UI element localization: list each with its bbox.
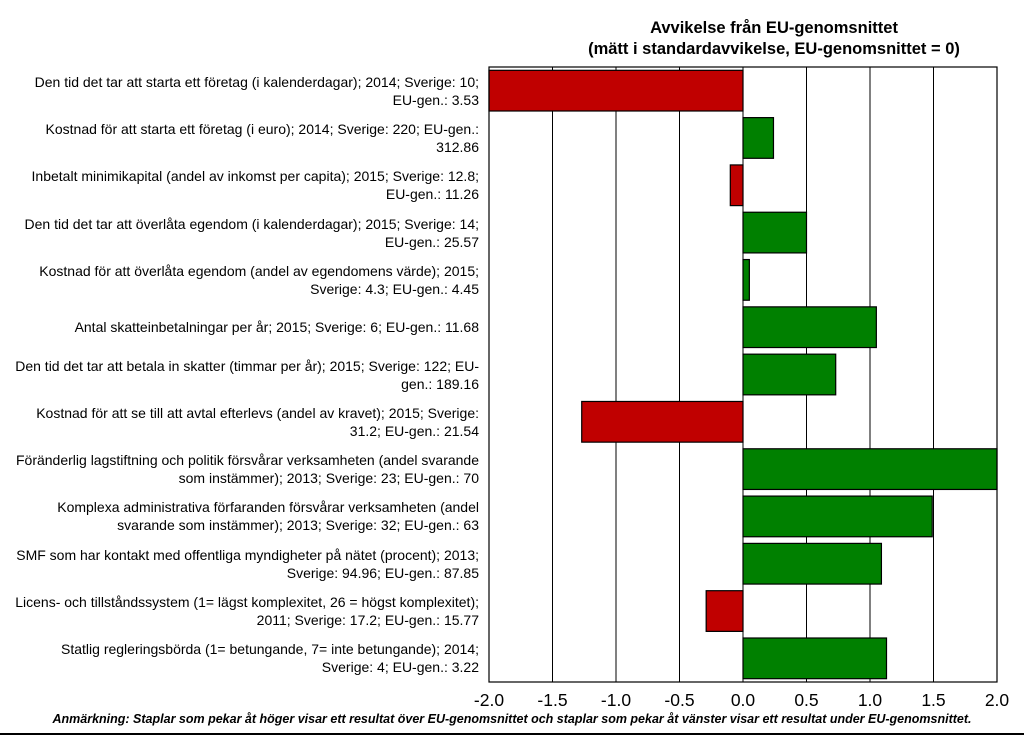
category-label-line: som instämmer); 2013; Sverige: 23; EU-ge…	[178, 470, 479, 487]
category-label-line: EU-gen.: 11.26	[385, 186, 479, 203]
bar	[742, 258, 750, 301]
category-label: Den tid det tar att betala in skatter (t…	[0, 357, 479, 393]
x-tick-label: -2.0	[474, 690, 504, 710]
x-tick-label: 2.0	[985, 690, 1010, 710]
x-tick-label: -1.0	[601, 690, 631, 710]
category-label: Föränderlig lagstiftning och politik för…	[0, 451, 479, 487]
bottom-divider	[0, 733, 1024, 735]
category-label: Den tid det tar att starta ett företag (…	[0, 73, 479, 109]
category-label-line: Kostnad för att se till att avtal efterl…	[36, 404, 479, 421]
x-tick-label: -0.5	[664, 690, 694, 710]
bar	[742, 211, 808, 254]
x-tick-label: -1.5	[537, 690, 567, 710]
x-tick-label: 0.0	[731, 690, 756, 710]
bar	[488, 69, 744, 112]
category-label-line: Sverige: 94.96; EU-gen.: 87.85	[286, 564, 479, 581]
category-label: Antal skatteinbetalningar per år; 2015; …	[0, 318, 479, 336]
category-label-line: Sverige: 4; EU-gen.: 3.22	[321, 659, 479, 676]
category-label: Den tid det tar att överlåta egendom (i …	[0, 215, 480, 251]
bar	[742, 117, 775, 159]
category-label-line: SMF som har kontakt med offentliga myndi…	[16, 546, 479, 563]
x-tick-label: 1.5	[921, 690, 945, 710]
category-label: Inbetalt minimikapital (andel av inkomst…	[0, 167, 479, 203]
category-label-line: 2011; Sverige: 17.2; EU-gen.: 15.77	[256, 612, 479, 629]
category-label-line: Statlig regleringsbörda (1= betungande, …	[61, 641, 479, 658]
category-label-line: EU-gen.: 25.57	[384, 233, 479, 250]
chart-note: Anmärkning: Staplar som pekar åt höger v…	[52, 712, 972, 726]
category-label: Komplexa administrativa förfaranden förs…	[0, 498, 479, 534]
bar	[742, 353, 837, 396]
bar	[581, 400, 744, 443]
bar	[742, 306, 877, 349]
category-label: Statlig regleringsbörda (1= betungande, …	[0, 640, 479, 676]
category-label-line: 31.2; EU-gen.: 21.54	[349, 422, 479, 439]
bar	[742, 448, 998, 491]
category-label-line: Kostnad för att överlåta egendom (andel …	[39, 262, 479, 279]
chart-title-line-2: (mätt i standardavvikelse, EU-genomsnitt…	[588, 40, 960, 58]
category-label-line: gen.: 189.16	[401, 375, 479, 392]
category-label-line: Föränderlig lagstiftning och politik för…	[15, 452, 479, 469]
category-label-line: Den tid det tar att starta ett företag (…	[34, 73, 479, 90]
category-label-line: Den tid det tar att överlåta egendom (i …	[24, 215, 480, 232]
bar	[742, 495, 933, 538]
category-label-line: svarande som instämmer); 2013; Sverige: …	[117, 517, 479, 534]
bar	[705, 590, 744, 632]
category-label-line: Den tid det tar att betala in skatter (t…	[15, 357, 479, 374]
category-label-line: Kostnad för att starta ett företag (i eu…	[45, 120, 479, 137]
category-label-line: 312.86	[436, 138, 479, 155]
category-label-line: Licens- och tillståndssystem (1= lägst k…	[15, 594, 479, 611]
x-tick-label: 0.5	[794, 690, 818, 710]
category-label: Kostnad för att se till att avtal efterl…	[0, 404, 479, 440]
bar	[742, 637, 888, 680]
plot-frame	[488, 66, 998, 683]
bar	[742, 542, 883, 585]
category-label: SMF som har kontakt med offentliga myndi…	[0, 546, 479, 582]
category-label-line: Sverige: 4.3; EU-gen.: 4.45	[310, 280, 479, 297]
category-label-line: EU-gen.: 3.53	[392, 91, 479, 108]
category-label-line: Inbetalt minimikapital (andel av inkomst…	[31, 168, 479, 185]
category-label-line: Komplexa administrativa förfaranden förs…	[57, 499, 479, 516]
x-tick-label: 1.0	[858, 690, 883, 710]
bar	[729, 164, 744, 207]
chart-title-line-1: Avvikelse från EU-genomsnittet	[650, 19, 898, 37]
category-label: Kostnad för att överlåta egendom (andel …	[0, 262, 479, 298]
category-label-line: Antal skatteinbetalningar per år; 2015; …	[74, 319, 479, 336]
category-label: Kostnad för att starta ett företag (i eu…	[0, 120, 479, 156]
category-label: Licens- och tillståndssystem (1= lägst k…	[0, 593, 479, 629]
